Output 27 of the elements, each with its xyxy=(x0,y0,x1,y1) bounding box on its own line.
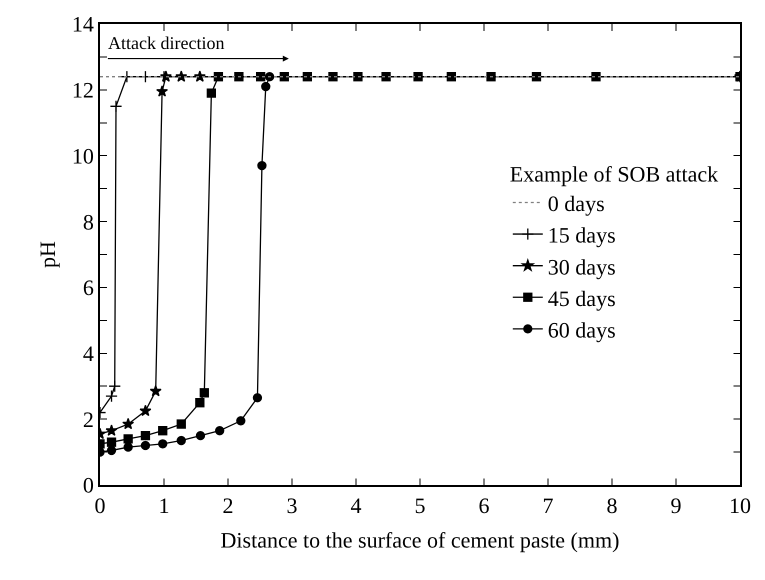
x-tick-label: 2 xyxy=(222,493,234,518)
x-tick-label: 7 xyxy=(542,493,554,518)
x-tick-label: 3 xyxy=(286,493,298,518)
legend-label: 30 days xyxy=(548,254,616,280)
y-tick-label: 4 xyxy=(82,340,94,366)
y-tick-label: 10 xyxy=(72,143,94,168)
legend-title: Example of SOB attack xyxy=(510,162,718,187)
legend-label: 0 days xyxy=(548,191,605,216)
annotation: Attack direction xyxy=(108,33,224,53)
y-tick-label: 0 xyxy=(82,472,94,498)
y-tick-label: 14 xyxy=(72,12,94,37)
x-tick-label: 9 xyxy=(670,493,682,518)
y-tick-label: 8 xyxy=(82,209,94,234)
y-axis-title: pH xyxy=(35,240,60,268)
x-tick-label: 5 xyxy=(414,493,426,518)
legend-label: 15 days xyxy=(548,222,616,248)
x-axis-title: Distance to the surface of cement paste (mm) xyxy=(220,528,620,553)
y-tick-label: 6 xyxy=(82,275,94,300)
x-tick-label: 6 xyxy=(478,493,490,518)
x-tick-label: 8 xyxy=(606,493,618,518)
x-tick-label: 4 xyxy=(350,493,362,518)
x-tick-label: 10 xyxy=(729,493,751,518)
y-tick-label: 2 xyxy=(82,406,94,432)
legend-label: 60 days xyxy=(548,317,616,342)
legend-label: 45 days xyxy=(548,286,616,311)
y-tick-label: 12 xyxy=(72,78,94,103)
x-tick-label: 1 xyxy=(158,493,170,518)
